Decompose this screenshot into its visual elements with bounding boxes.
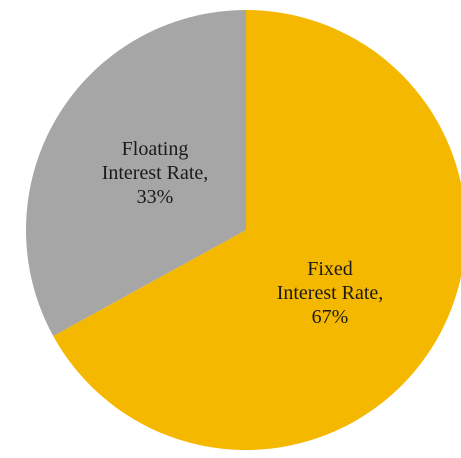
slice-label-floating-interest-rate: Floating Interest Rate, 33% bbox=[102, 138, 209, 208]
pie-slice-fixed-interest-rate bbox=[53, 10, 461, 450]
slice-label-line: 33% bbox=[137, 186, 174, 208]
slice-label-line: 67% bbox=[312, 306, 349, 328]
slice-label-line: Interest Rate, bbox=[277, 282, 384, 304]
labels-layer: Fixed Interest Rate, 67%Floating Interest R… bbox=[102, 138, 384, 328]
slice-label-line: Floating bbox=[122, 138, 189, 160]
slice-label-line: Interest Rate, bbox=[102, 162, 209, 184]
pie-slice-floating-interest-rate bbox=[25, 10, 246, 336]
slice-label-line: Fixed bbox=[307, 258, 353, 280]
slice-label-fixed-interest-rate: Fixed Interest Rate, 67% bbox=[277, 258, 384, 328]
slices-layer bbox=[25, 10, 461, 450]
